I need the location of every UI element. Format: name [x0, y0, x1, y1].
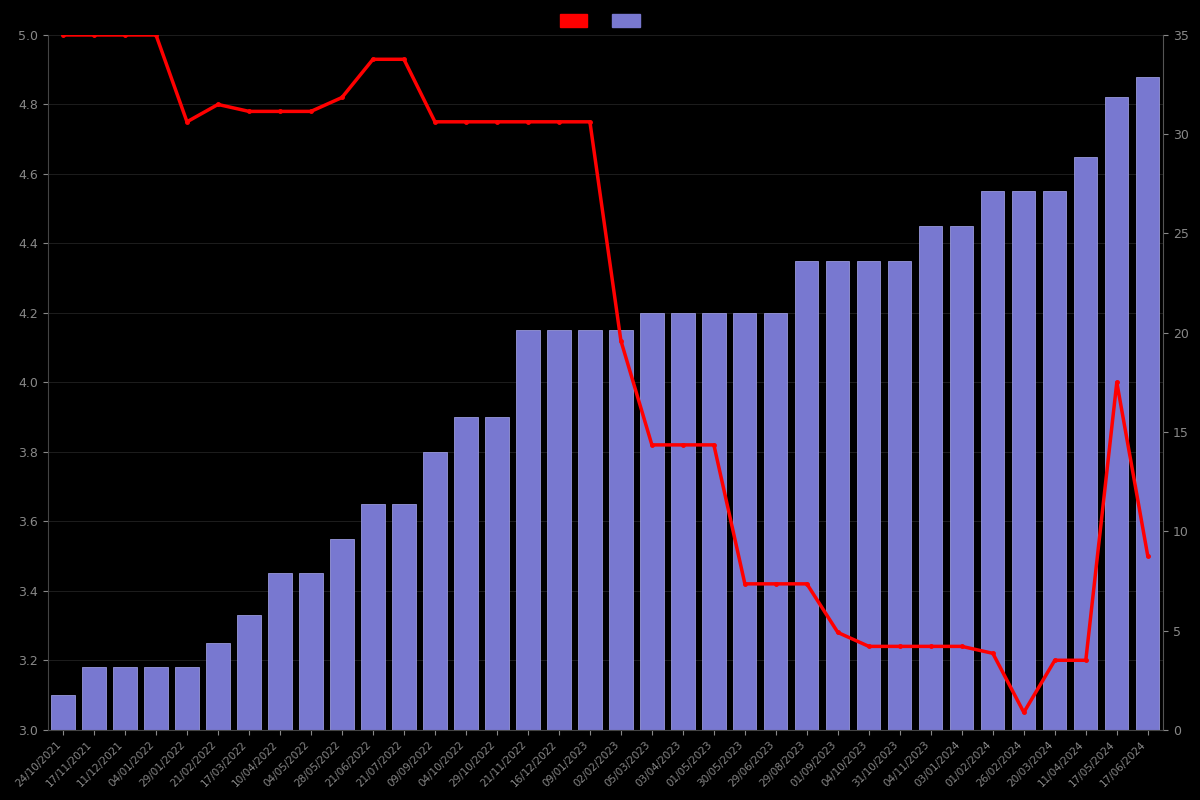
- Legend: , : ,: [553, 7, 658, 35]
- Bar: [950, 226, 973, 730]
- Bar: [547, 330, 570, 730]
- Bar: [238, 615, 260, 730]
- Bar: [1012, 191, 1036, 730]
- Bar: [641, 313, 664, 730]
- Bar: [269, 574, 292, 730]
- Bar: [516, 330, 540, 730]
- Bar: [919, 226, 942, 730]
- Bar: [1105, 98, 1128, 730]
- Bar: [424, 452, 446, 730]
- Bar: [392, 504, 415, 730]
- Bar: [578, 330, 601, 730]
- Bar: [113, 667, 137, 730]
- Bar: [361, 504, 384, 730]
- Bar: [144, 667, 168, 730]
- Bar: [52, 695, 74, 730]
- Bar: [702, 313, 726, 730]
- Bar: [1136, 77, 1159, 730]
- Bar: [764, 313, 787, 730]
- Bar: [1043, 191, 1067, 730]
- Bar: [299, 574, 323, 730]
- Bar: [83, 667, 106, 730]
- Bar: [1074, 157, 1098, 730]
- Bar: [982, 191, 1004, 730]
- Bar: [888, 261, 912, 730]
- Bar: [455, 417, 478, 730]
- Bar: [857, 261, 881, 730]
- Bar: [206, 643, 229, 730]
- Bar: [827, 261, 850, 730]
- Bar: [796, 261, 818, 730]
- Bar: [671, 313, 695, 730]
- Bar: [733, 313, 756, 730]
- Bar: [330, 538, 354, 730]
- Bar: [175, 667, 199, 730]
- Bar: [610, 330, 632, 730]
- Bar: [485, 417, 509, 730]
